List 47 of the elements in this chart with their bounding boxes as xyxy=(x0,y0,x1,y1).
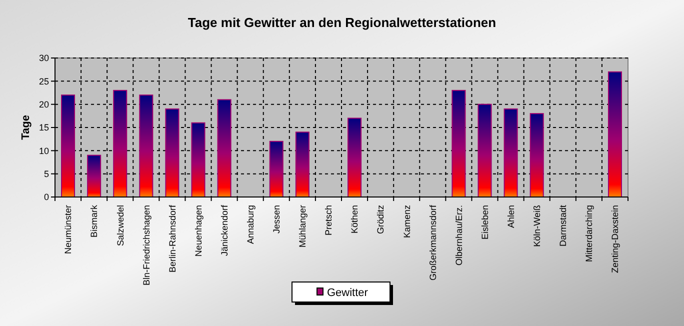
chart-title: Tage mit Gewitter an den Regionalwetterstationen xyxy=(188,15,496,30)
y-tick-label: 20 xyxy=(38,99,49,110)
bar xyxy=(530,113,544,198)
y-tick-label: 30 xyxy=(38,53,49,64)
y-tick-label: 15 xyxy=(38,122,49,133)
x-tick-label: Neumünster xyxy=(63,205,74,254)
bar xyxy=(165,108,180,198)
x-tick-label: Köln-Weiß xyxy=(532,204,542,247)
bar xyxy=(478,104,492,198)
x-tick-label: Salzwedel xyxy=(115,205,126,246)
x-tick-label: Pretsch xyxy=(324,205,334,236)
y-tick-label: 25 xyxy=(38,76,49,86)
y-axis-title: Tage xyxy=(20,115,32,140)
x-tick-label: Jessen xyxy=(272,205,282,234)
y-tick-label: 5 xyxy=(44,168,49,179)
bar xyxy=(269,140,284,198)
y-tick-label: 0 xyxy=(44,192,49,202)
x-tick-label: Köthen xyxy=(350,205,360,234)
x-tick-label: Darmstadt xyxy=(558,204,568,247)
x-tick-label: Großerkmannsdorf xyxy=(428,204,438,281)
x-tick-label: Jänickendorf xyxy=(219,204,230,256)
bar xyxy=(608,71,622,198)
bar xyxy=(191,122,206,198)
bar xyxy=(217,99,232,198)
y-tick-label: 10 xyxy=(38,146,49,156)
x-tick-label: Mitterdarching xyxy=(584,205,594,262)
x-tick-label: Bln-Friedrichshagen xyxy=(141,205,152,286)
x-tick-label: Berlin-Rahnsdorf xyxy=(167,204,178,273)
x-tick-label: Kamenz xyxy=(402,204,412,238)
bar xyxy=(295,132,310,198)
x-tick-label: Eisleben xyxy=(480,205,490,240)
x-tick-label: Bismark xyxy=(89,204,100,238)
x-tick-label: Neuenhagen xyxy=(193,205,204,257)
bar xyxy=(139,94,154,198)
bar xyxy=(113,90,128,198)
x-tick-label: Olbernhau/Erz. xyxy=(454,205,464,266)
x-tick-label: Gröditz xyxy=(376,204,386,234)
bar xyxy=(61,94,76,198)
x-tick-label: Zenting-Daxstein xyxy=(610,205,620,274)
bar xyxy=(452,90,466,198)
x-tick-label: Mühlanger xyxy=(298,205,308,248)
bar xyxy=(87,154,102,198)
x-tick-label: Annaburg xyxy=(245,205,256,244)
legend-label: Gewitter xyxy=(327,286,368,299)
bar xyxy=(348,118,362,198)
x-tick-label: Ahlen xyxy=(506,205,516,228)
bar xyxy=(504,108,518,198)
